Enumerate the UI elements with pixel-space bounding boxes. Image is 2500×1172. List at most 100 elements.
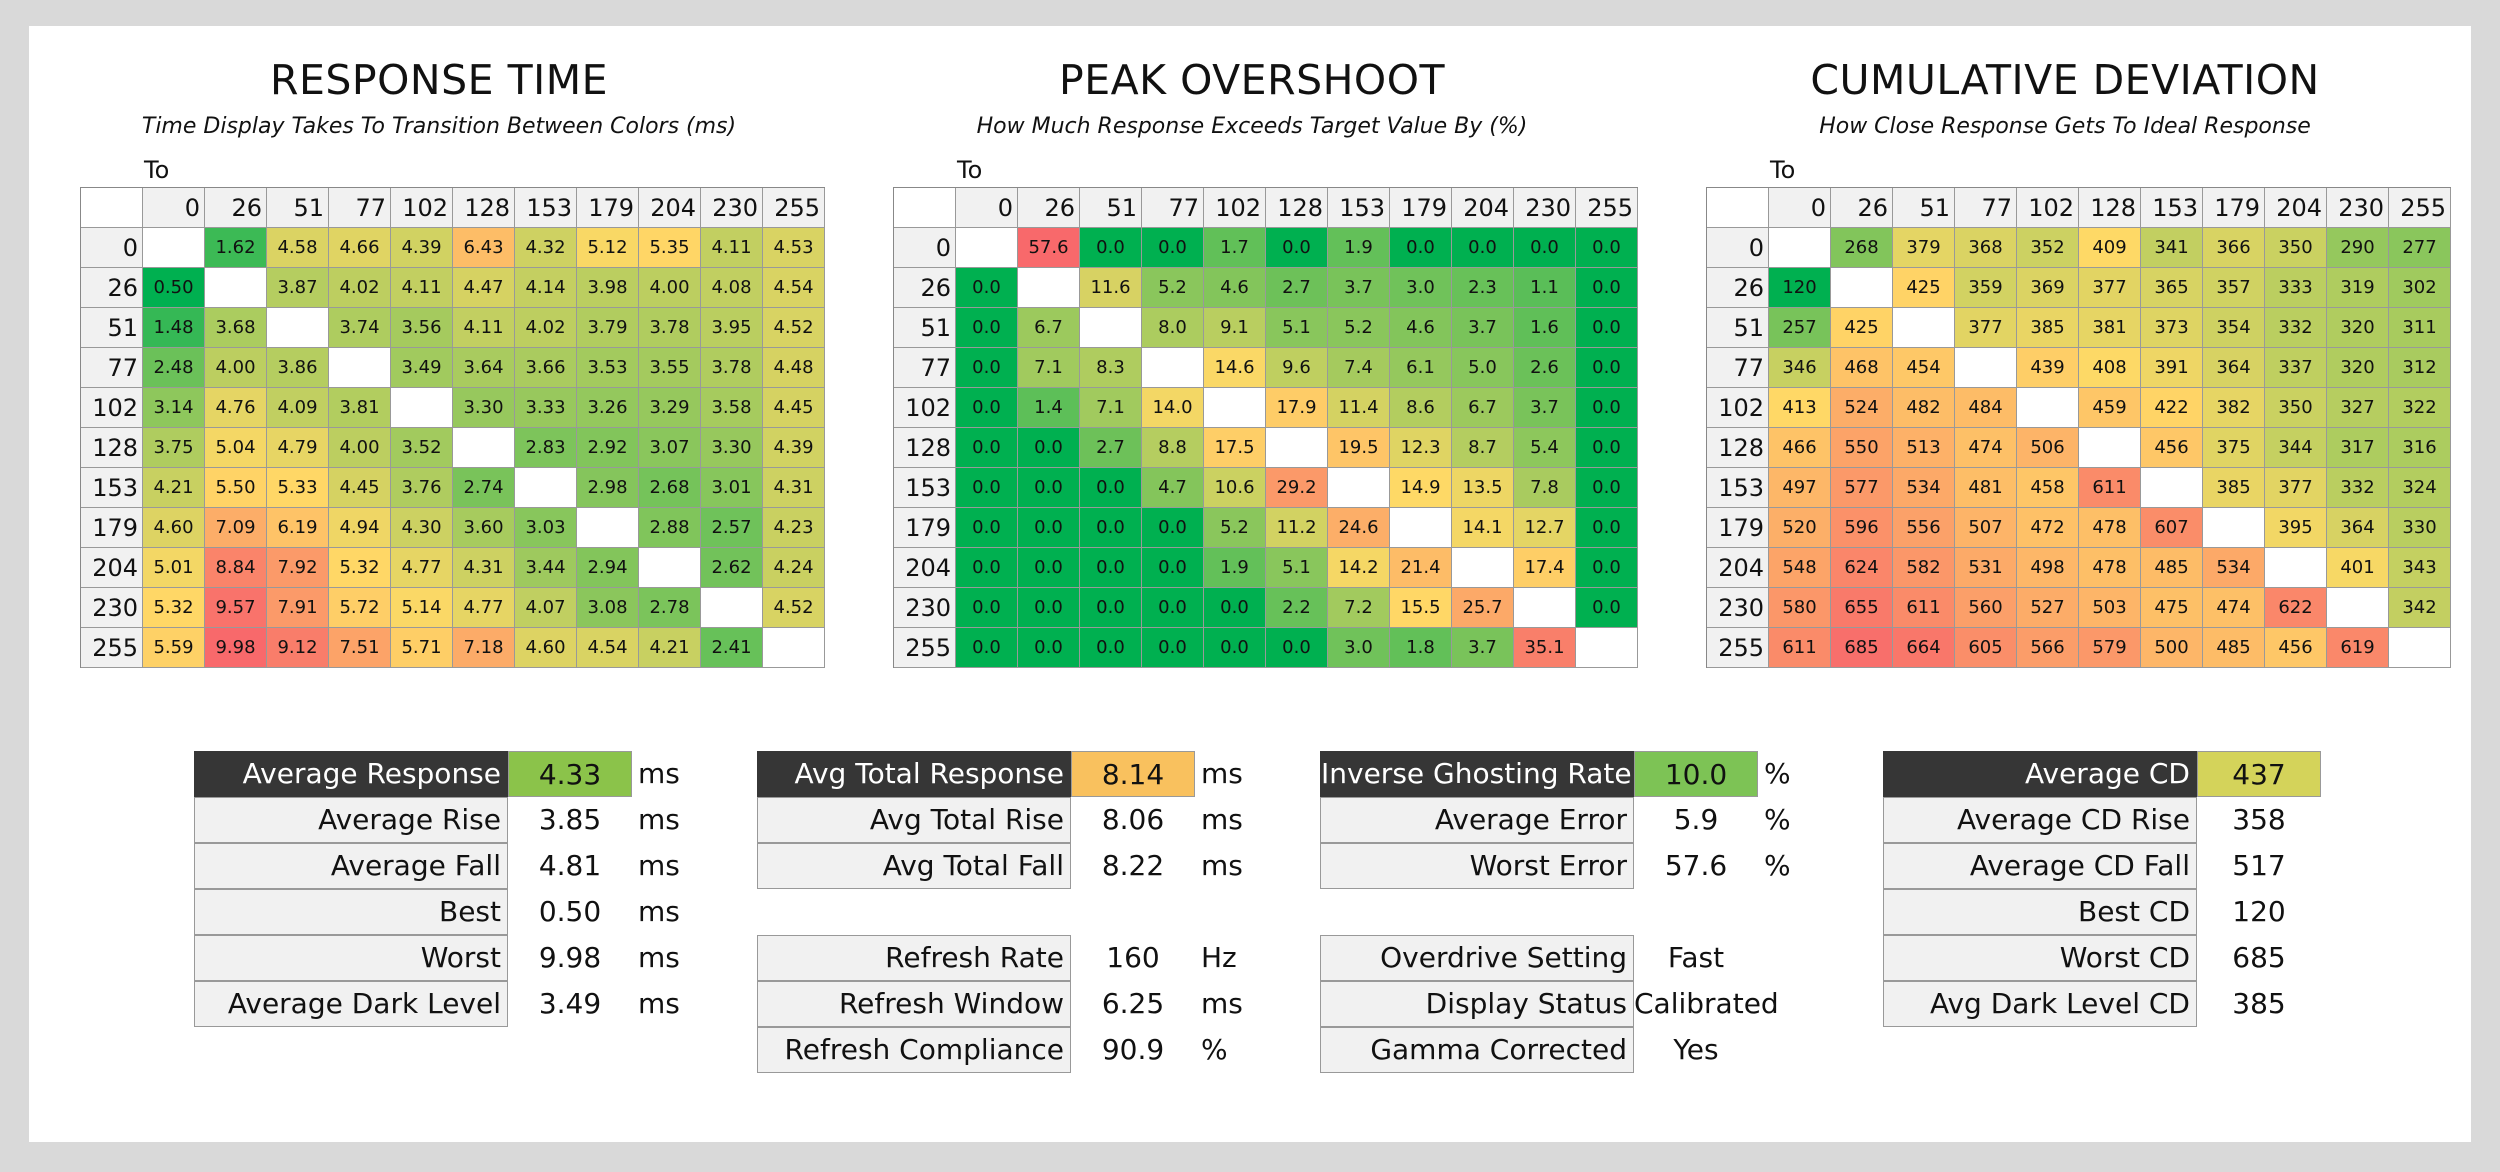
heatmap-cell: 622 — [2265, 588, 2327, 628]
heatmap-cell: 3.55 — [639, 348, 701, 388]
heatmap-cell: 4.02 — [329, 268, 391, 308]
heatmap-cell: 9.6 — [1266, 348, 1328, 388]
stat-unit: ms — [1201, 803, 1243, 836]
heatmap-cell: 3.86 — [267, 348, 329, 388]
heatmap-cell: 550 — [1831, 428, 1893, 468]
heatmap-cell: 4.08 — [701, 268, 763, 308]
heatmap-cell: 2.88 — [639, 508, 701, 548]
heatmap-cell: 520 — [1769, 508, 1831, 548]
heatmap-cell: 5.04 — [205, 428, 267, 468]
heatmap-cell: 375 — [2203, 428, 2265, 468]
heatmap-cell: 8.84 — [205, 548, 267, 588]
heatmap-cell: 24.6 — [1328, 508, 1390, 548]
column-header: 51 — [267, 188, 329, 228]
row-header: 51 — [81, 308, 143, 348]
row-header: 102 — [1707, 388, 1769, 428]
heatmap-cell: 482 — [1893, 388, 1955, 428]
heatmap-cell: 619 — [2327, 628, 2389, 668]
stat-value: 120 — [2232, 895, 2286, 928]
heatmap-cell: 369 — [2017, 268, 2079, 308]
heatmap-cell-empty — [2327, 588, 2389, 628]
heatmap-cell-empty — [1893, 308, 1955, 348]
heatmap-cell: 478 — [2079, 548, 2141, 588]
heatmap-cell-empty — [2079, 428, 2141, 468]
stat-row: Avg Total Response 8.14 ms — [757, 751, 1243, 797]
heatmap-cell: 0.0 — [1080, 588, 1142, 628]
heatmap-cell: 3.76 — [391, 468, 453, 508]
heatmap-cell: 4.79 — [267, 428, 329, 468]
heatmap-cell-empty — [2203, 508, 2265, 548]
heatmap-cell-empty — [2141, 468, 2203, 508]
stat-value: 3.85 — [538, 803, 602, 836]
heatmap-cell: 343 — [2389, 548, 2451, 588]
heatmap-cell: 2.74 — [453, 468, 515, 508]
heatmap-cell: 0.0 — [1204, 628, 1266, 668]
stat-value: 385 — [2232, 987, 2286, 1020]
stat-label: Worst CD — [1883, 935, 2197, 981]
heatmap-cell: 0.0 — [1018, 468, 1080, 508]
heatmap-cell: 5.1 — [1266, 308, 1328, 348]
heatmap-cell: 507 — [1955, 508, 2017, 548]
stat-label: Average Dark Level — [194, 981, 508, 1027]
heatmap-cell: 316 — [2389, 428, 2451, 468]
heatmap-cell: 5.1 — [1266, 548, 1328, 588]
heatmap-cell: 1.7 — [1204, 228, 1266, 268]
heatmap-cell-empty — [2265, 548, 2327, 588]
heatmap-cell: 3.58 — [701, 388, 763, 428]
heatmap-cell: 474 — [1955, 428, 2017, 468]
stat-row: Average Fall 4.81 ms — [194, 843, 680, 889]
stat-unit: ms — [638, 895, 680, 928]
heatmap-cell: 605 — [1955, 628, 2017, 668]
heatmap-cell: 475 — [2141, 588, 2203, 628]
heatmap-cell: 4.00 — [329, 428, 391, 468]
column-header: 153 — [515, 188, 577, 228]
heatmap-cell: 4.77 — [391, 548, 453, 588]
heatmap-cell-empty — [2017, 388, 2079, 428]
heatmap-cell: 4.39 — [763, 428, 825, 468]
heatmap-cell: 5.59 — [143, 628, 205, 668]
stat-label: Average Response — [194, 751, 508, 797]
grid-corner — [894, 188, 956, 228]
heatmap-cell: 0.0 — [1080, 508, 1142, 548]
stat-value: 685 — [2232, 941, 2286, 974]
heatmap-cell: 9.12 — [267, 628, 329, 668]
heatmap-cell: 0.0 — [956, 388, 1018, 428]
heatmap-cell: 439 — [2017, 348, 2079, 388]
heatmap-cell: 5.72 — [329, 588, 391, 628]
heatmap-cell: 290 — [2327, 228, 2389, 268]
heatmap-cell: 3.08 — [577, 588, 639, 628]
heatmap-cell: 9.1 — [1204, 308, 1266, 348]
heatmap-cell-empty — [1142, 348, 1204, 388]
heatmap-cell: 527 — [2017, 588, 2079, 628]
heatmap-cell: 57.6 — [1018, 228, 1080, 268]
heatmap-cell-empty — [515, 468, 577, 508]
heatmap-cell: 1.6 — [1514, 308, 1576, 348]
heatmap-cell: 485 — [2203, 628, 2265, 668]
heatmap-cell-empty — [1514, 588, 1576, 628]
heatmap-cell: 4.45 — [329, 468, 391, 508]
heatmap-cell: 4.14 — [515, 268, 577, 308]
heatmap-cell: 385 — [2203, 468, 2265, 508]
stat-row: Average CD Rise 358 — [1883, 797, 2321, 843]
heatmap-cell: 7.4 — [1328, 348, 1390, 388]
heatmap-cell: 5.35 — [639, 228, 701, 268]
heatmap-cell: 2.7 — [1080, 428, 1142, 468]
heatmap-cell: 4.23 — [763, 508, 825, 548]
heatmap-cell-empty — [1204, 388, 1266, 428]
stat-label: Best — [194, 889, 508, 935]
heatmap-cell: 0.0 — [1266, 628, 1328, 668]
heatmap-cell: 5.32 — [329, 548, 391, 588]
heatmap-cell: 611 — [1893, 588, 1955, 628]
row-header: 26 — [1707, 268, 1769, 308]
stat-unit: Hz — [1201, 941, 1237, 974]
heatmap-cell: 534 — [2203, 548, 2265, 588]
heatmap-cell: 7.09 — [205, 508, 267, 548]
heatmap-cell: 0.0 — [1576, 228, 1638, 268]
transition-heatmap: 0 26 51 77 102 128 153 179 204 230 255 0 1.62 4.58 4.6… — [80, 187, 825, 668]
heatmap-cell: 317 — [2327, 428, 2389, 468]
heatmap-cell: 0.0 — [956, 548, 1018, 588]
heatmap-cell: 3.07 — [639, 428, 701, 468]
heatmap-cell: 11.6 — [1080, 268, 1142, 308]
column-header: 77 — [1142, 188, 1204, 228]
column-header: 26 — [1831, 188, 1893, 228]
